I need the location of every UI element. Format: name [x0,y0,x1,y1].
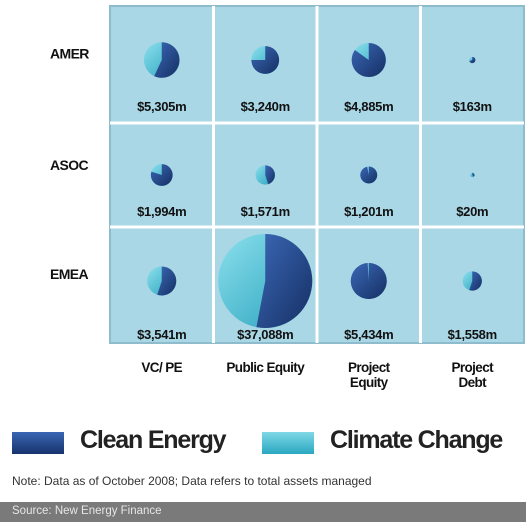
bubble-clean-energy-slice [256,234,313,328]
bubble [469,56,476,64]
row-label: EMEA [50,266,89,282]
bubble-clean-energy-slice [469,271,482,291]
value-label: $1,201m [344,204,393,219]
value-label: $1,994m [137,204,186,219]
bubble-clean-energy-slice [469,56,476,64]
bubble [255,165,275,185]
bubble-clean-energy-slice [350,263,387,299]
legend-label-climate-change: Climate Change [330,426,503,454]
bubble [350,263,387,299]
bubble [470,172,475,178]
value-label: $5,305m [137,99,186,114]
row-label: ASOC [50,157,89,173]
value-label: $37,088m [237,327,293,342]
bubble-clean-energy-slice [157,266,177,296]
row-label: AMER [50,46,89,62]
source-bar: Source: New Energy Finance [0,502,526,522]
value-label: $163m [453,99,492,114]
column-label: Project Equity [348,360,391,390]
legend-swatch-clean-energy [12,432,64,454]
source-text: Source: New Energy Finance [12,505,162,517]
bubble-clean-energy-slice [351,42,386,78]
legend: Clean Energy Climate Change [12,424,522,462]
bubble-clean-energy-slice [265,165,275,185]
bubble-clean-energy-slice [360,166,378,184]
legend-label-clean-energy: Clean Energy [80,426,227,454]
column-label: VC/ PE [141,360,182,375]
bubble-clean-energy-slice [472,172,475,177]
bubble-clean-energy-slice [150,164,173,186]
value-label: $3,541m [137,327,186,342]
bubble-clean-energy-slice [154,42,180,78]
bubble [143,42,180,78]
bubble [462,271,482,291]
value-label: $4,885m [344,99,393,114]
column-label: Project Debt [451,360,494,390]
bubble [360,166,378,184]
bubble [351,42,386,78]
bubble-clean-energy-slice [251,46,280,74]
bubble [251,46,280,74]
column-label: Public Equity [226,360,305,375]
value-label: $1,558m [448,327,497,342]
value-label: $3,240m [241,99,290,114]
bubble [218,234,313,328]
value-label: $1,571m [241,204,290,219]
value-label: $5,434m [344,327,393,342]
legend-swatch-climate-change [262,432,314,454]
bubble-matrix-chart: AMER ASOC EMEA VC/ PE Public Equity Project Eq… [50,5,525,390]
bubble [147,266,177,296]
value-label: $20m [456,204,488,219]
footnote: Note: Data as of October 2008; Data refe… [12,474,372,488]
bubble [150,164,173,186]
